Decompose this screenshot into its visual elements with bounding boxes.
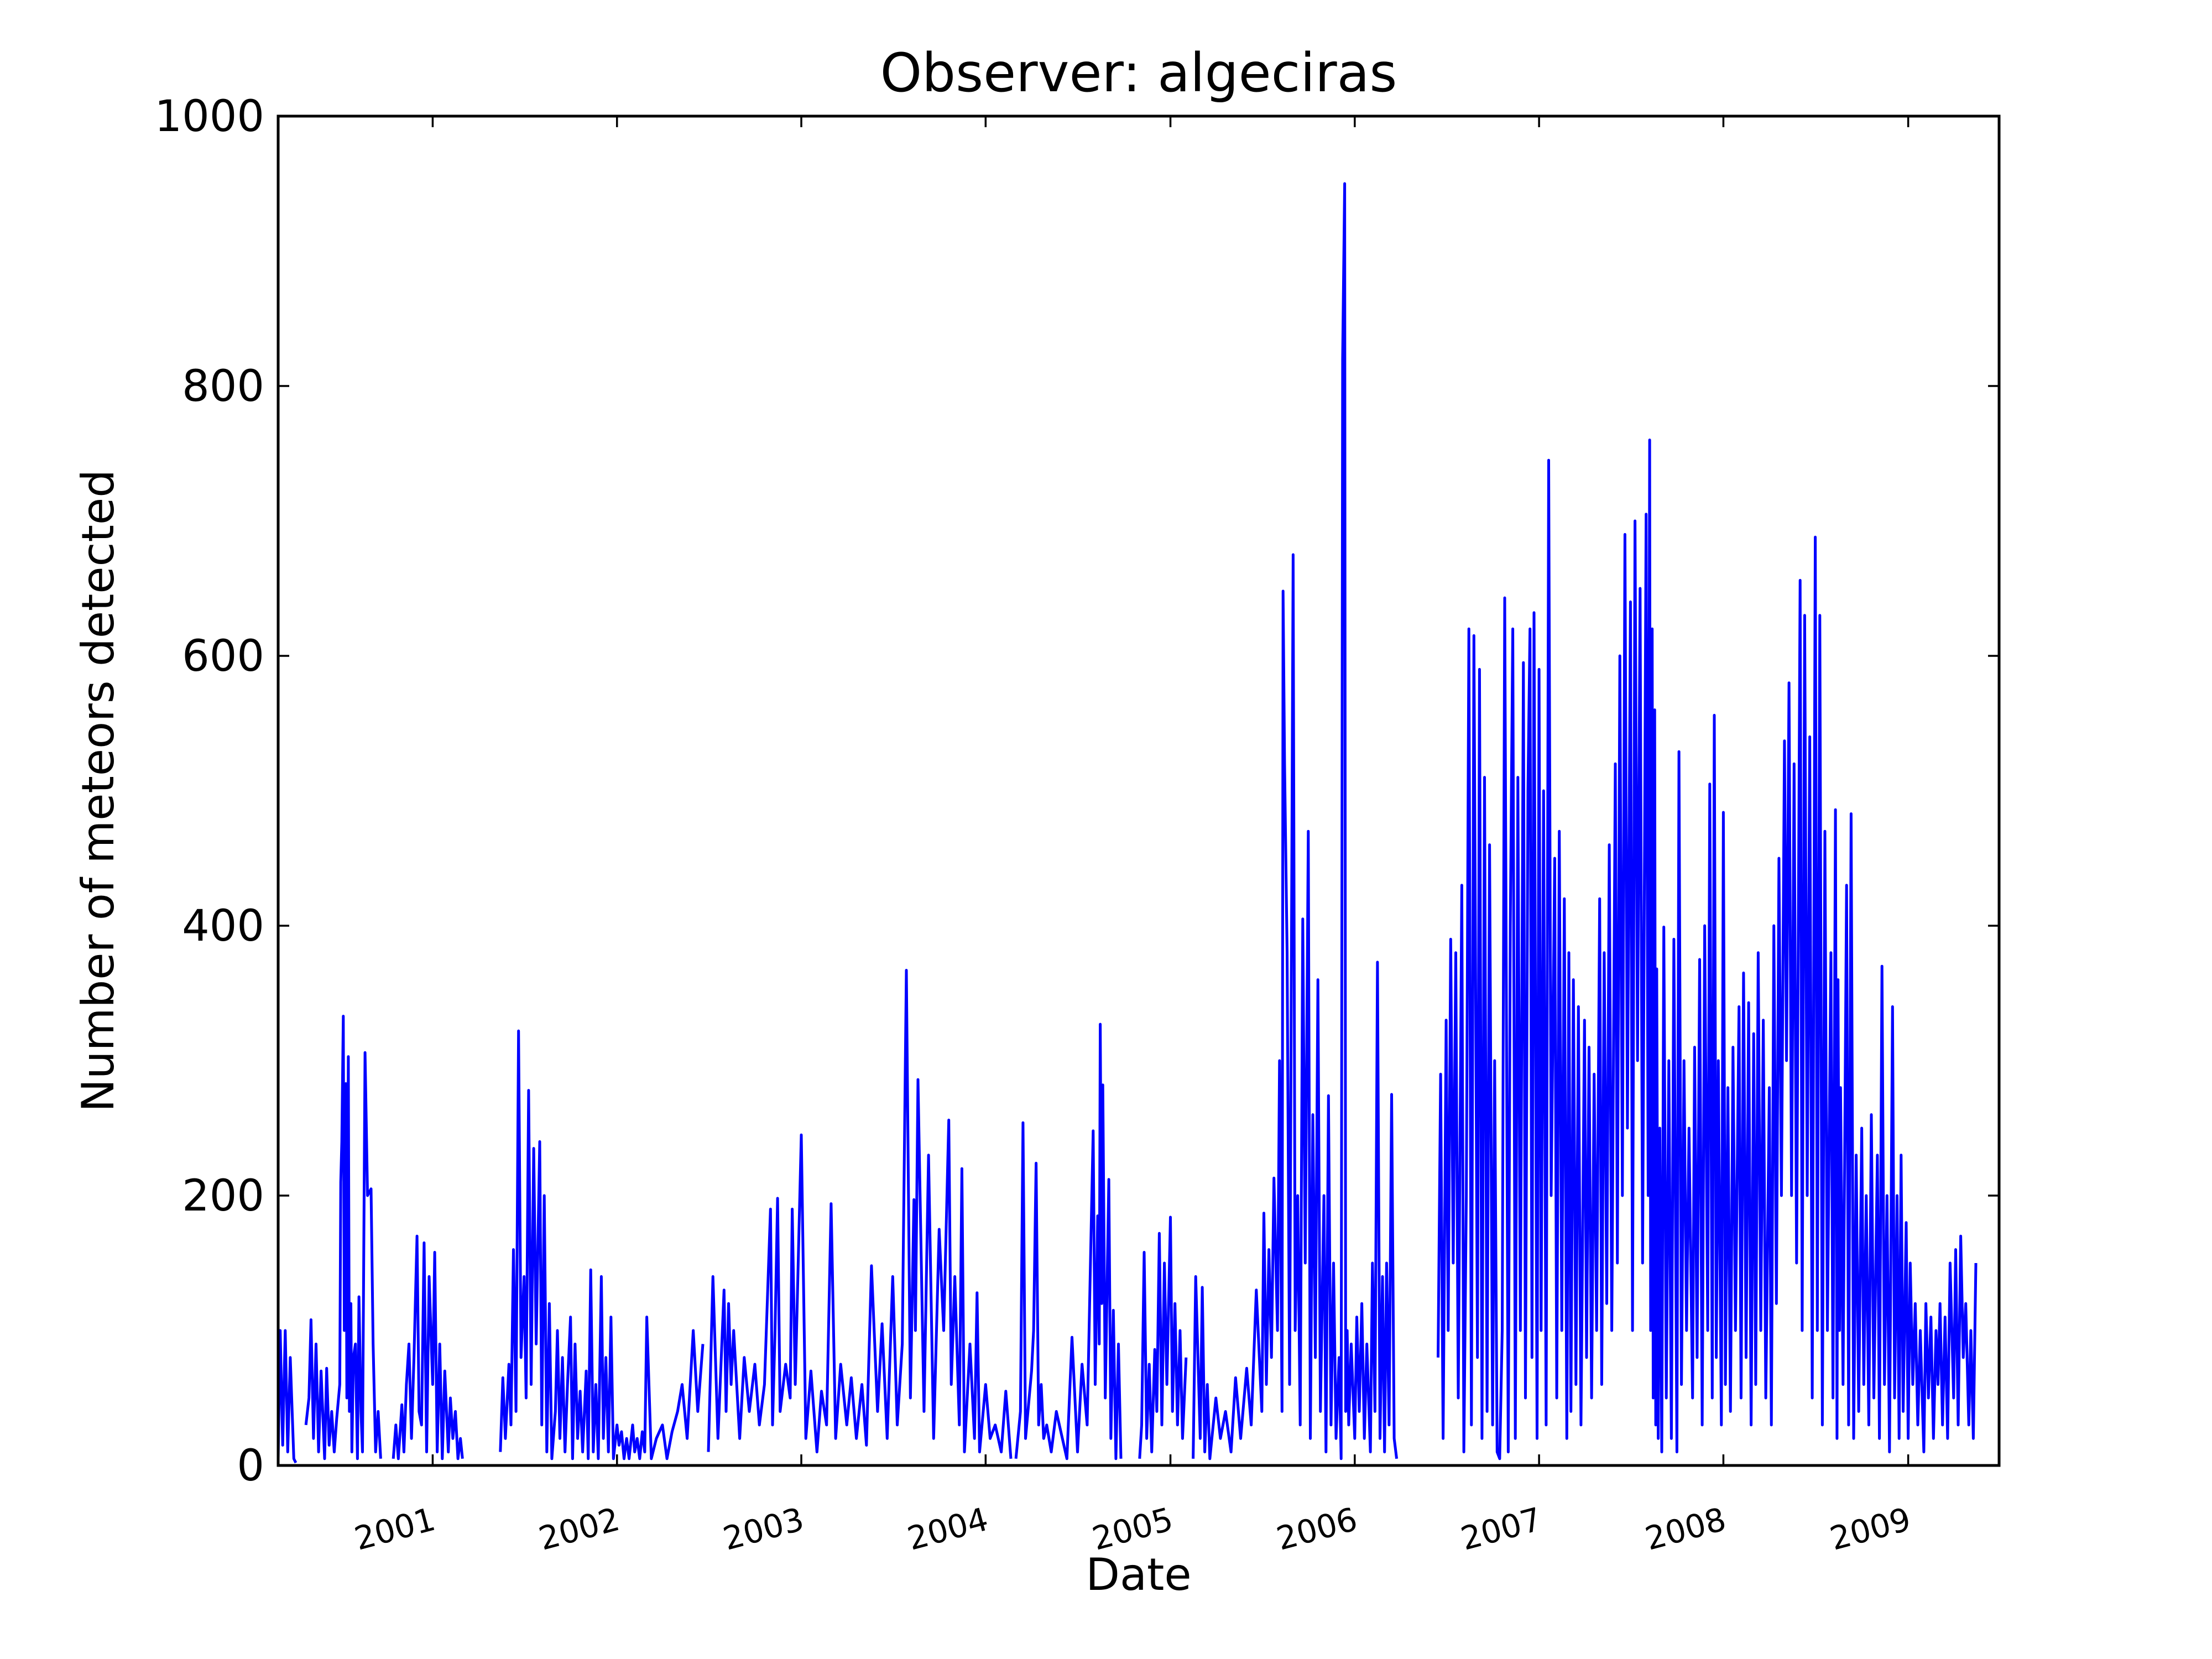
series-line-segment [1014, 1022, 1123, 1460]
x-tick-label: 2002 [535, 1500, 623, 1558]
x-tick-label: 2004 [904, 1500, 992, 1558]
plot-series [276, 182, 1978, 1464]
x-tick-label: 2003 [719, 1500, 807, 1558]
x-tick-label: 2008 [1641, 1500, 1730, 1558]
series-line-segment [392, 1234, 464, 1460]
series-line-segment [1437, 439, 1978, 1460]
series-line-segment [499, 1029, 705, 1460]
series-line-segment [1192, 182, 1399, 1460]
x-tick-label: 2001 [351, 1500, 439, 1558]
x-tick-label: 2007 [1457, 1500, 1546, 1558]
series-line-segment [707, 969, 1013, 1459]
x-tick-label: 2009 [1826, 1500, 1914, 1558]
x-tick-label: 2006 [1272, 1500, 1361, 1558]
chart-title: Observer: algeciras [880, 42, 1397, 104]
x-axis-label: Date [1086, 1549, 1191, 1600]
y-tick-label: 800 [182, 362, 264, 411]
y-axis-label: Number of meteors detected [72, 469, 124, 1112]
y-tick-label: 200 [182, 1171, 264, 1221]
series-line-segment [276, 1329, 298, 1464]
plot-frame [276, 114, 2001, 1467]
y-tick-label: 0 [237, 1441, 264, 1491]
y-tick-label: 400 [182, 901, 264, 951]
y-axis: 0 200 400 600 800 1000 [154, 92, 1999, 1491]
series-line-segment [1138, 1215, 1188, 1459]
series-line-segment [304, 1015, 382, 1460]
y-tick-label: 1000 [154, 92, 264, 142]
y-tick-label: 600 [182, 632, 264, 681]
